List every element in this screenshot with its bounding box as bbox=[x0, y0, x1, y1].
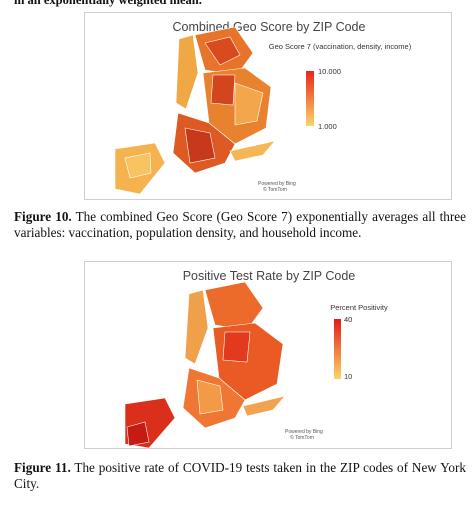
figure-title: Positive Test Rate by ZIP Code bbox=[183, 269, 356, 283]
caption: Figure 11. The positive rate of COVID-19… bbox=[14, 460, 466, 492]
legend-bar bbox=[334, 319, 341, 379]
figure-svg: Combined Geo Score by ZIP Code Geo Score… bbox=[114, 20, 412, 195]
caption-text: The combined Geo Score (Geo Score 7) exp… bbox=[14, 209, 466, 240]
caption-label: Figure 10. bbox=[14, 209, 72, 224]
intro-text: in an exponentially weighted mean. bbox=[14, 0, 202, 7]
attribution: Powered by Bing bbox=[285, 429, 323, 435]
caption: Figure 10. The combined Geo Score (Geo S… bbox=[14, 209, 466, 241]
legend-title: Geo Score 7 (vaccination, density, incom… bbox=[269, 42, 412, 51]
legend-min: 10 bbox=[344, 372, 352, 381]
figure-title: Combined Geo Score by ZIP Code bbox=[173, 20, 366, 34]
attribution: © TomTom bbox=[263, 186, 287, 193]
legend-min: 1.000 bbox=[318, 122, 337, 131]
attribution: Powered by Bing bbox=[258, 181, 296, 187]
legend-max: 40 bbox=[344, 315, 352, 324]
legend-bar bbox=[306, 71, 314, 126]
map bbox=[124, 281, 286, 449]
figure: Positive Test Rate by ZIP Code Percent P… bbox=[84, 261, 452, 449]
caption-label: Figure 11. bbox=[14, 460, 71, 475]
figure-svg: Positive Test Rate by ZIP Code Percent P… bbox=[124, 269, 388, 449]
legend-title: Percent Positivity bbox=[330, 303, 388, 312]
legend-max: 10.000 bbox=[318, 67, 341, 76]
attribution: © TomTom bbox=[290, 434, 314, 441]
figure: Combined Geo Score by ZIP Code Geo Score… bbox=[84, 12, 452, 200]
map bbox=[114, 26, 276, 195]
legend-title-text: Geo Score 7 (vaccination, density, incom… bbox=[269, 42, 412, 51]
caption-text: The positive rate of COVID-19 tests take… bbox=[14, 460, 466, 491]
